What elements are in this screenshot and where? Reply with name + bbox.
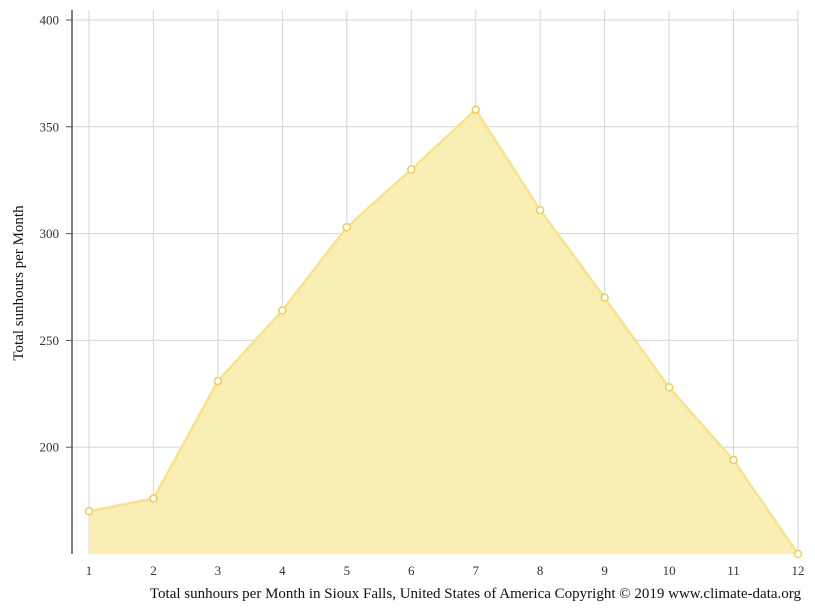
x-tick-label: 10 (663, 563, 676, 578)
x-tick-label: 12 (792, 563, 805, 578)
data-point (84, 507, 94, 516)
y-axis-ticks: 200 250 300 350 400 (40, 13, 72, 455)
data-point (793, 549, 803, 559)
data-point (278, 306, 287, 315)
data-point (600, 293, 609, 302)
x-tick-label: 9 (601, 563, 608, 578)
x-tick-label: 7 (472, 563, 479, 578)
data-point (149, 494, 158, 503)
x-tick-label: 8 (537, 563, 544, 578)
data-point (535, 205, 545, 215)
x-tick-label: 11 (727, 563, 740, 578)
data-point (407, 165, 416, 174)
x-tick-label: 4 (279, 563, 286, 578)
y-tick-label: 400 (40, 13, 60, 28)
y-tick-label: 350 (40, 119, 60, 134)
x-tick-label: 1 (86, 563, 93, 578)
y-tick-label: 300 (40, 226, 60, 241)
y-tick-label: 250 (40, 333, 60, 348)
data-point (471, 105, 480, 114)
data-point (729, 455, 738, 465)
x-tick-label: 6 (408, 563, 415, 578)
data-markers (84, 105, 803, 559)
sunhours-area (89, 109, 798, 554)
x-tick-label: 3 (215, 563, 222, 578)
x-axis-title: Total sunhours per Month in Sioux Falls,… (150, 586, 802, 602)
sunhours-line (88, 107, 800, 555)
x-tick-label: 2 (150, 563, 157, 578)
data-point (342, 222, 352, 232)
x-axis-ticks: 1 2 3 4 5 6 7 8 9 10 11 12 (86, 563, 805, 578)
data-point (213, 376, 223, 386)
data-point (664, 383, 674, 392)
y-tick-label: 200 (40, 440, 60, 455)
y-axis-title: Total sunhours per Month (11, 205, 27, 361)
x-tick-label: 5 (344, 563, 351, 578)
